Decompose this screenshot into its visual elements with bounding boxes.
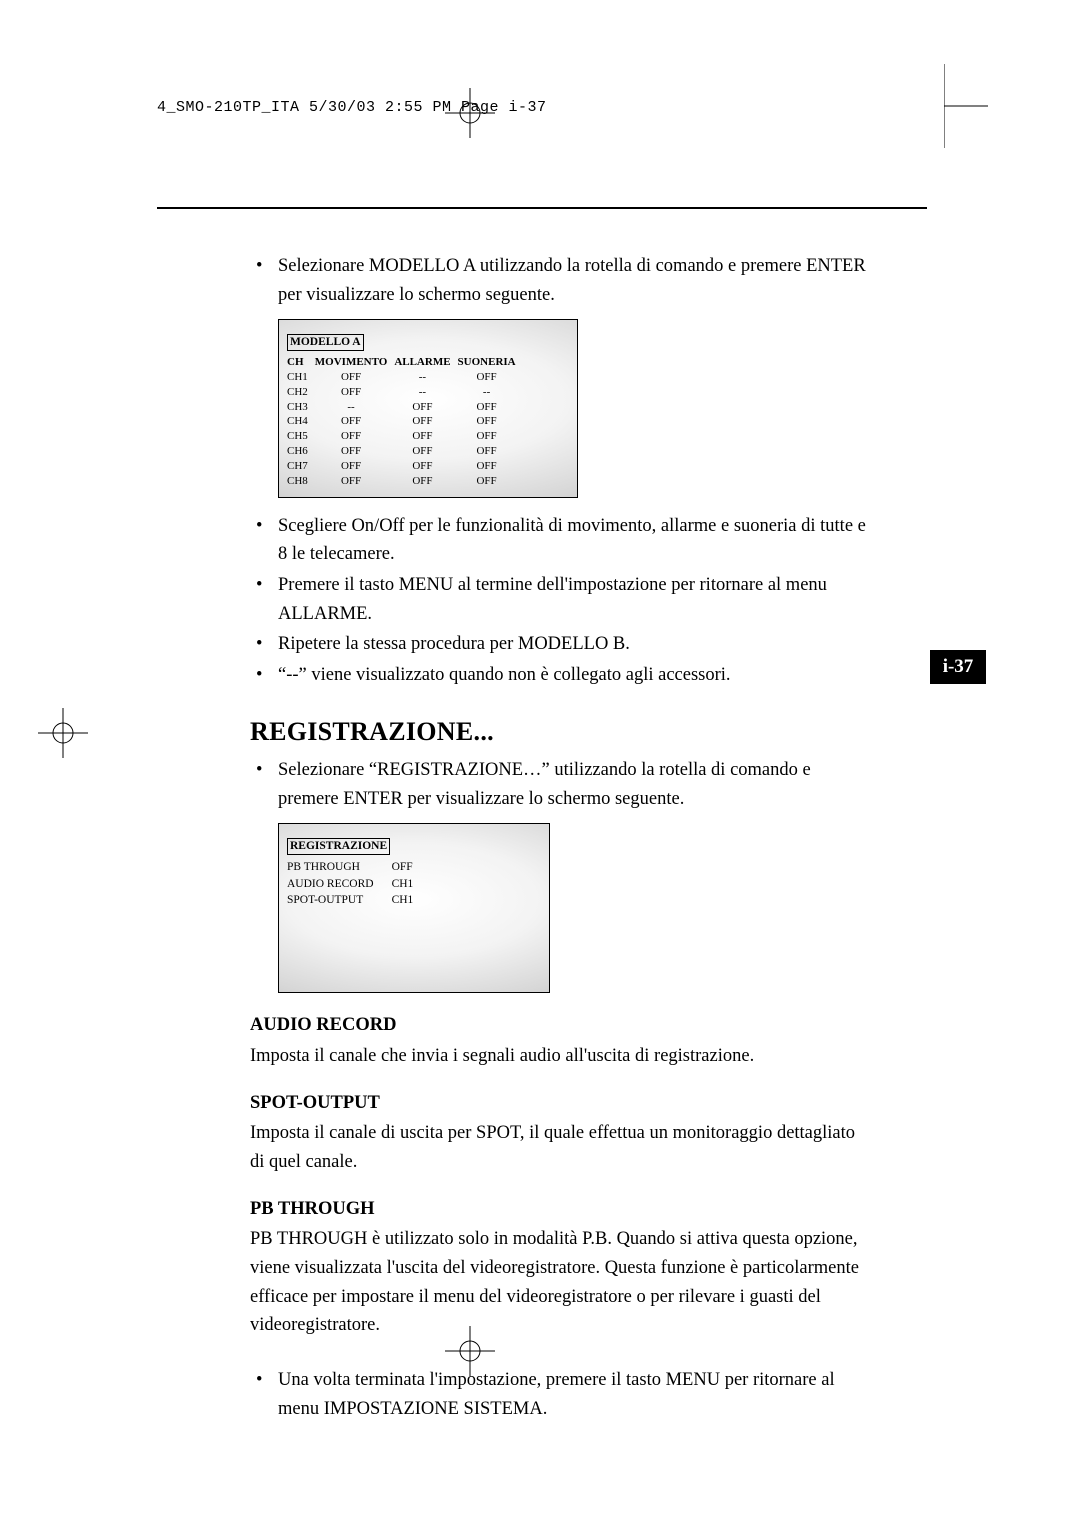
table-cell: OFF: [394, 459, 457, 474]
table-row: CH4OFFOFFOFF: [287, 414, 523, 429]
print-header: 4_SMO-210TP_ITA 5/30/03 2:55 PM Page i-3…: [157, 99, 547, 116]
table-cell: CH5: [287, 429, 315, 444]
section-title-registrazione: REGISTRAZIONE...: [250, 712, 870, 752]
crop-mark-tr: [944, 64, 988, 148]
model-a-table: CH MOVIMENTO ALLARME SUONERIA CH1OFF--OF…: [287, 355, 523, 489]
table-cell: OFF: [315, 474, 395, 489]
table-cell: --: [315, 400, 395, 415]
list-item: •Ripetere la stessa procedura per MODELL…: [250, 630, 870, 659]
table-cell: OFF: [458, 370, 523, 385]
table-cell: OFF: [394, 414, 457, 429]
table-cell: OFF: [394, 474, 457, 489]
table-cell: OFF: [394, 444, 457, 459]
closing-bullets: •Una volta terminata l'impostazione, pre…: [250, 1366, 870, 1423]
para-spot-output: Imposta il canale di uscita per SPOT, il…: [250, 1119, 870, 1176]
bullet-text: Una volta terminata l'impostazione, prem…: [278, 1370, 835, 1419]
col-ch: CH: [287, 355, 315, 370]
table-cell: CH4: [287, 414, 315, 429]
subtitle-spot-output: SPOT-OUTPUT: [250, 1089, 870, 1118]
table-cell: OFF: [458, 414, 523, 429]
para-audio-record: Imposta il canale che invia i segnali au…: [250, 1042, 870, 1071]
table-cell: OFF: [315, 429, 395, 444]
list-item: •Scegliere On/Off per le funzionalità di…: [250, 512, 870, 569]
table-cell: CH1: [392, 876, 432, 893]
table-row: PB THROUGHOFF: [287, 859, 431, 876]
bullet-text: “--” viene visualizzato quando non è col…: [278, 665, 731, 685]
col-suoneria: SUONERIA: [458, 355, 523, 370]
table-cell: CH7: [287, 459, 315, 474]
table-cell: CH1: [287, 370, 315, 385]
table-cell: PB THROUGH: [287, 859, 392, 876]
col-allarme: ALLARME: [394, 355, 457, 370]
table-cell: CH6: [287, 444, 315, 459]
table-row: AUDIO RECORDCH1: [287, 876, 431, 893]
list-item: •Selezionare “REGISTRAZIONE…” utilizzand…: [250, 756, 870, 813]
table-cell: OFF: [458, 474, 523, 489]
list-item: •“--” viene visualizzato quando non è co…: [250, 661, 870, 690]
table-cell: OFF: [394, 429, 457, 444]
intro-bullets: •Selezionare MODELLO A utilizzando la ro…: [250, 252, 870, 309]
table-cell: OFF: [458, 444, 523, 459]
table-cell: CH2: [287, 385, 315, 400]
page-content: •Selezionare MODELLO A utilizzando la ro…: [250, 252, 870, 1425]
table-row: CH3--OFFOFF: [287, 400, 523, 415]
para-pb-through: PB THROUGH è utilizzato solo in modalità…: [250, 1225, 870, 1340]
table-cell: OFF: [458, 459, 523, 474]
table-cell: SPOT-OUTPUT: [287, 892, 392, 909]
top-rule: [157, 207, 927, 209]
table-cell: OFF: [394, 400, 457, 415]
model-a-box: MODELLO A CH MOVIMENTO ALLARME SUONERIA …: [278, 319, 578, 497]
registrazione-table: PB THROUGHOFFAUDIO RECORDCH1SPOT-OUTPUTC…: [287, 859, 431, 909]
list-item: •Una volta terminata l'impostazione, pre…: [250, 1366, 870, 1423]
table-cell: --: [458, 385, 523, 400]
table-cell: OFF: [392, 859, 432, 876]
registrazione-bullets: •Selezionare “REGISTRAZIONE…” utilizzand…: [250, 756, 870, 813]
page-number-tab: i-37: [930, 650, 986, 684]
table-cell: OFF: [315, 414, 395, 429]
table-row: CH6OFFOFFOFF: [287, 444, 523, 459]
bullet-text: Ripetere la stessa procedura per MODELLO…: [278, 634, 630, 654]
table-row: CH2OFF----: [287, 385, 523, 400]
bullet-text: Selezionare MODELLO A utilizzando la rot…: [278, 256, 866, 305]
table-cell: OFF: [458, 400, 523, 415]
table-cell: CH3: [287, 400, 315, 415]
list-item: •Selezionare MODELLO A utilizzando la ro…: [250, 252, 870, 309]
bullet-text: Scegliere On/Off per le funzionalità di …: [278, 516, 866, 565]
table-cell: CH1: [392, 892, 432, 909]
subtitle-pb-through: PB THROUGH: [250, 1195, 870, 1224]
registration-mark-left: [38, 708, 88, 763]
table-cell: OFF: [315, 370, 395, 385]
table-row: CH8OFFOFFOFF: [287, 474, 523, 489]
table-cell: CH8: [287, 474, 315, 489]
box-title: MODELLO A: [287, 334, 364, 350]
table-cell: --: [394, 370, 457, 385]
col-movimento: MOVIMENTO: [315, 355, 395, 370]
table-row: CH7OFFOFFOFF: [287, 459, 523, 474]
table-row: CH1OFF--OFF: [287, 370, 523, 385]
table-cell: OFF: [458, 429, 523, 444]
registrazione-box: REGISTRAZIONE PB THROUGHOFFAUDIO RECORDC…: [278, 823, 550, 993]
table-cell: OFF: [315, 459, 395, 474]
list-item: •Premere il tasto MENU al termine dell'i…: [250, 571, 870, 628]
bullet-text: Selezionare “REGISTRAZIONE…” utilizzando…: [278, 760, 811, 809]
after-model-bullets: •Scegliere On/Off per le funzionalità di…: [250, 512, 870, 690]
table-row: SPOT-OUTPUTCH1: [287, 892, 431, 909]
bullet-text: Premere il tasto MENU al termine dell'im…: [278, 575, 827, 624]
table-cell: AUDIO RECORD: [287, 876, 392, 893]
box-title: REGISTRAZIONE: [287, 838, 390, 854]
table-cell: OFF: [315, 385, 395, 400]
table-cell: OFF: [315, 444, 395, 459]
table-row: CH5OFFOFFOFF: [287, 429, 523, 444]
subtitle-audio-record: AUDIO RECORD: [250, 1011, 870, 1040]
table-header-row: CH MOVIMENTO ALLARME SUONERIA: [287, 355, 523, 370]
table-cell: --: [394, 385, 457, 400]
